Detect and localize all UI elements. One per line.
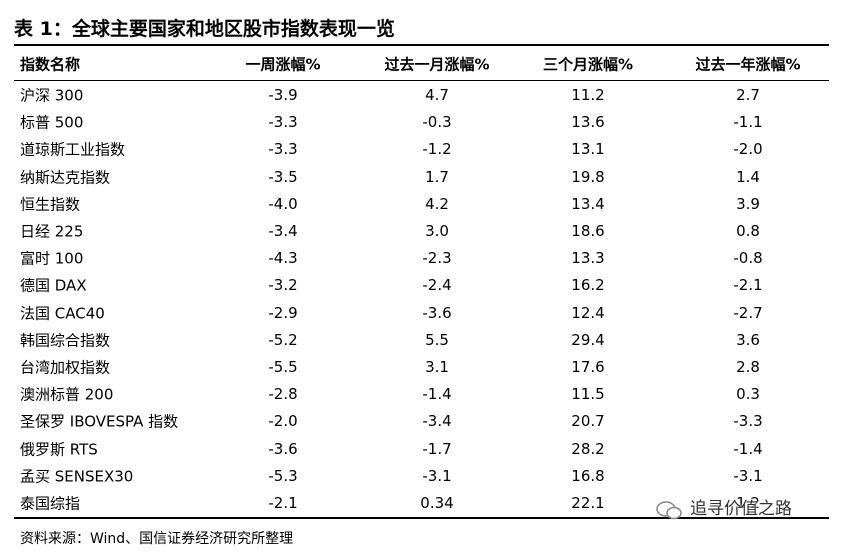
index-name: 德国 DAX bbox=[20, 276, 87, 295]
value-cell: 3.1 bbox=[425, 358, 449, 376]
value-cell: 20.7 bbox=[571, 412, 605, 431]
value-cell: -5.3 bbox=[268, 466, 298, 485]
value-cell: -1.4 bbox=[733, 439, 763, 458]
index-name: 孟买 SENSEX30 bbox=[20, 467, 134, 486]
index-name: 纳斯达克指数 bbox=[20, 168, 111, 187]
table-title: 表 1：全球主要国家和地区股市指数表现一览 bbox=[14, 18, 395, 40]
value-cell: 4.2 bbox=[425, 194, 449, 213]
value-cell: -1.7 bbox=[422, 439, 452, 458]
value-cell: 13.1 bbox=[571, 140, 605, 159]
value-cell: 19.8 bbox=[571, 167, 605, 186]
value-cell: 0.3 bbox=[736, 385, 760, 404]
value-cell: -2.7 bbox=[733, 303, 763, 322]
index-name: 泰国综指 bbox=[20, 494, 81, 513]
source-note: 资料来源：Wind、国信证券经济研究所整理 bbox=[20, 531, 294, 547]
value-cell: -3.4 bbox=[422, 412, 452, 431]
header-rule bbox=[14, 80, 829, 81]
top-rule bbox=[14, 44, 829, 46]
value-cell: -2.0 bbox=[268, 412, 298, 431]
value-cell: 2.7 bbox=[736, 86, 760, 104]
index-name: 日经 225 bbox=[20, 222, 84, 241]
index-name: 沪深 300 bbox=[20, 86, 84, 105]
value-cell: 1.2 bbox=[736, 494, 760, 512]
value-cell: -2.1 bbox=[733, 276, 763, 295]
index-name: 韩国综合指数 bbox=[20, 331, 111, 350]
value-cell: 4.7 bbox=[425, 86, 449, 104]
header-cell: 一周涨幅% bbox=[245, 55, 321, 74]
value-cell: -5.2 bbox=[268, 330, 298, 349]
value-cell: -3.3 bbox=[268, 140, 298, 159]
watermark-icon bbox=[656, 501, 682, 520]
value-cell: 18.6 bbox=[571, 222, 605, 240]
value-cell: 12.4 bbox=[571, 303, 605, 322]
index-name: 富时 100 bbox=[20, 249, 84, 268]
value-cell: -3.5 bbox=[268, 167, 298, 186]
value-cell: 1.4 bbox=[736, 167, 760, 186]
value-cell: 11.2 bbox=[571, 86, 605, 104]
value-cell: 3.6 bbox=[736, 330, 760, 349]
header-cell: 过去一月涨幅% bbox=[384, 55, 490, 74]
value-cell: -2.0 bbox=[733, 140, 763, 159]
value-cell: 29.4 bbox=[571, 330, 605, 349]
value-cell: 13.6 bbox=[571, 113, 605, 132]
header-cell: 过去一年涨幅% bbox=[695, 55, 801, 74]
value-cell: 0.34 bbox=[420, 494, 454, 512]
value-cell: 2.8 bbox=[736, 358, 760, 376]
index-name: 圣保罗 IBOVESPA 指数 bbox=[20, 412, 179, 431]
value-cell: -1.4 bbox=[422, 385, 452, 404]
value-cell: -0.3 bbox=[422, 113, 452, 132]
value-cell: -0.8 bbox=[733, 249, 763, 268]
value-cell: -3.6 bbox=[268, 439, 298, 458]
value-cell: 13.4 bbox=[571, 194, 605, 213]
value-cell: -2.1 bbox=[268, 494, 298, 512]
value-cell: -2.4 bbox=[422, 276, 452, 295]
value-cell: -2.8 bbox=[268, 385, 298, 404]
index-name: 恒生指数 bbox=[20, 195, 81, 214]
value-cell: -2.3 bbox=[422, 249, 452, 268]
value-cell: 16.8 bbox=[571, 466, 605, 485]
value-cell: -3.3 bbox=[268, 113, 298, 132]
value-cell: 0.8 bbox=[736, 222, 760, 240]
value-cell: 3.0 bbox=[425, 222, 449, 240]
value-cell: 3.9 bbox=[736, 194, 760, 213]
header-cell: 指数名称 bbox=[20, 55, 81, 74]
index-name: 澳洲标普 200 bbox=[20, 385, 114, 404]
watermark: 追寻价值之路 bbox=[690, 499, 792, 519]
value-cell: 5.5 bbox=[425, 330, 449, 349]
value-cell: -5.5 bbox=[268, 358, 298, 376]
value-cell: -3.3 bbox=[733, 412, 763, 431]
value-cell: -3.4 bbox=[268, 222, 298, 240]
value-cell: 17.6 bbox=[571, 358, 605, 376]
index-name: 道琼斯工业指数 bbox=[20, 140, 126, 159]
value-cell: 13.3 bbox=[571, 249, 605, 268]
value-cell: -1.2 bbox=[422, 140, 452, 159]
value-cell: 16.2 bbox=[571, 276, 605, 295]
value-cell: -3.1 bbox=[733, 466, 763, 485]
index-name: 法国 CAC40 bbox=[20, 304, 105, 323]
value-cell: -3.6 bbox=[422, 303, 452, 322]
header-cell: 三个月涨幅% bbox=[542, 55, 634, 74]
index-name: 台湾加权指数 bbox=[20, 358, 111, 377]
value-cell: -3.2 bbox=[268, 276, 298, 295]
value-cell: 11.5 bbox=[571, 385, 605, 404]
value-cell: 22.1 bbox=[571, 494, 605, 512]
value-cell: -1.1 bbox=[733, 113, 763, 132]
value-cell: -3.1 bbox=[422, 466, 452, 485]
value-cell: 1.7 bbox=[425, 167, 449, 186]
value-cell: 28.2 bbox=[571, 439, 605, 458]
bottom-rule bbox=[14, 517, 829, 519]
value-cell: -4.0 bbox=[268, 194, 298, 213]
value-cell: -3.9 bbox=[268, 86, 298, 104]
value-cell: -4.3 bbox=[268, 249, 298, 268]
index-name: 俄罗斯 RTS bbox=[20, 440, 98, 459]
index-name: 标普 500 bbox=[20, 113, 84, 132]
value-cell: -2.9 bbox=[268, 303, 298, 322]
